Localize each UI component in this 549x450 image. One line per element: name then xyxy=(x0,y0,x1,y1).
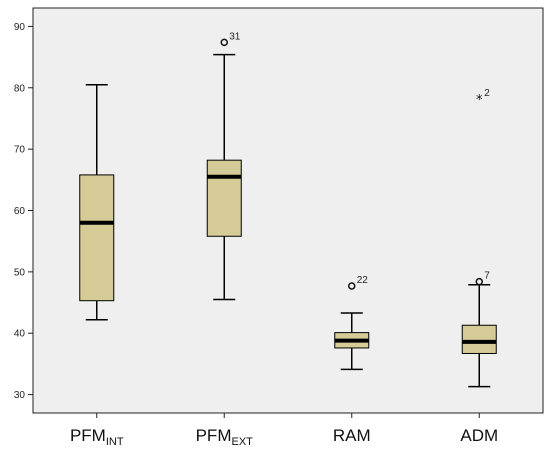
outlier-label: 2 xyxy=(484,88,490,99)
interquartile-box xyxy=(462,325,496,353)
category-main-text: RAM xyxy=(333,426,371,445)
category-main-text: PFM xyxy=(196,426,232,445)
interquartile-box xyxy=(80,175,114,301)
y-tick-label: 40 xyxy=(14,329,26,340)
x-category-label: RAM xyxy=(333,426,371,445)
y-axis: 30 40 50 60 70 80 90 xyxy=(14,22,33,401)
outlier-label: 22 xyxy=(357,275,369,286)
outlier-label: 7 xyxy=(484,271,490,282)
x-category-label: PFMEXT xyxy=(196,426,254,448)
y-tick-label: 50 xyxy=(14,267,26,278)
outlier-label: 31 xyxy=(229,31,241,42)
x-category-label: PFMINT xyxy=(70,426,124,448)
category-main-text: ADM xyxy=(460,426,498,445)
category-subscript-text: INT xyxy=(106,436,124,448)
interquartile-box xyxy=(207,160,241,236)
category-subscript-text: EXT xyxy=(231,436,253,448)
y-tick-label: 90 xyxy=(14,22,26,33)
extreme-outlier-star: * xyxy=(476,93,483,108)
y-tick-label: 80 xyxy=(14,83,26,94)
y-tick-label: 60 xyxy=(14,206,26,217)
x-axis: PFMINT PFMEXT RAM ADM xyxy=(70,413,498,448)
category-main-text: PFM xyxy=(70,426,106,445)
y-tick-label: 70 xyxy=(14,145,26,156)
y-tick-label: 30 xyxy=(14,390,26,401)
x-category-label: ADM xyxy=(460,426,498,445)
